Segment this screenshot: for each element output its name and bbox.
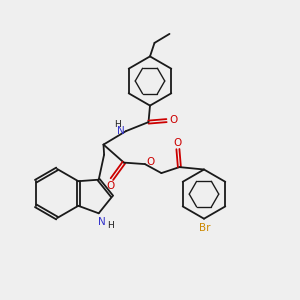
Text: O: O — [169, 115, 177, 125]
Text: N: N — [98, 217, 106, 227]
Text: N: N — [117, 125, 124, 136]
Text: O: O — [173, 137, 182, 148]
Text: Br: Br — [199, 223, 211, 233]
Text: H: H — [107, 221, 113, 230]
Text: H: H — [114, 120, 121, 129]
Text: O: O — [106, 181, 115, 191]
Text: O: O — [146, 157, 154, 167]
